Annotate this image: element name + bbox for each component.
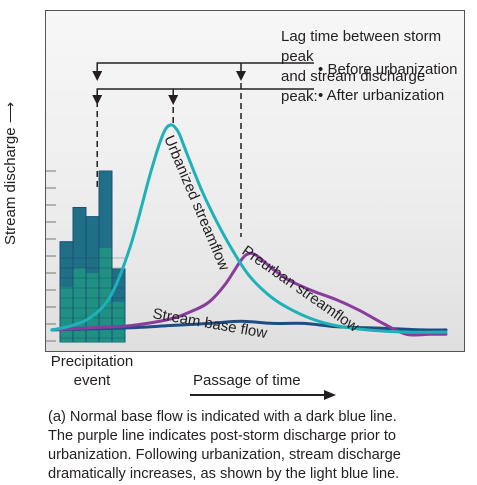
- precipitation-label-line-2: event: [73, 372, 111, 389]
- legend-before-label: Before urbanization: [327, 61, 458, 78]
- caption-line-1: (a) Normal base flow is indicated with a…: [48, 409, 397, 425]
- caption-line-4: dramatically increases, as shown by the …: [48, 466, 400, 482]
- precipitation-label: Precipitation event: [45, 352, 139, 390]
- precipitation-label-line-1: Precipitation: [50, 353, 134, 370]
- after-peak-arrowhead: [168, 95, 179, 105]
- urbanized-streamflow-label: Urbanized streamflow: [160, 133, 232, 273]
- stream-base-flow-label: Stream base flow: [151, 305, 268, 342]
- precipitation-bar-lower: [99, 247, 112, 342]
- precipitation-bar-lower: [73, 268, 86, 342]
- precipitation-bar-lower: [60, 286, 73, 342]
- legend-after-urbanization: • After urbanization: [318, 87, 444, 104]
- bullet-icon: •: [318, 61, 324, 78]
- caption-line-2: The purple line indicates post-storm dis…: [48, 428, 396, 444]
- storm-peak-arrowhead: [92, 71, 103, 81]
- legend-before-urbanization: • Before urbanization: [318, 61, 458, 78]
- precipitation-bar-lower: [86, 273, 99, 342]
- preurban-streamflow-line: [50, 251, 448, 337]
- x-axis-label: Passage of time: [193, 372, 301, 389]
- y-axis-label: Stream discharge ⟶: [1, 102, 19, 245]
- y-axis-arrow-icon: ⟶: [2, 101, 19, 124]
- caption-line-3: urbanization. Following urbanization, st…: [48, 447, 401, 463]
- y-axis-label-text: Stream discharge: [2, 127, 19, 245]
- storm-peak-arrowhead-after: [92, 95, 103, 105]
- x-axis-arrow-icon: [190, 390, 336, 400]
- precipitation-bar-lower: [112, 301, 125, 342]
- legend-after-label: After urbanization: [326, 87, 445, 104]
- stream-base-flow-line: [50, 319, 448, 332]
- lag-heading-line-1: Lag time between storm peak: [281, 28, 442, 65]
- lag-heading-line-2: and stream discharge peak:: [281, 68, 426, 105]
- before-peak-arrowhead: [236, 71, 246, 81]
- x-axis-label-text: Passage of time: [193, 372, 301, 389]
- urbanized-streamflow-line: [50, 123, 448, 334]
- figure-caption: (a) Normal base flow is indicated with a…: [48, 408, 473, 484]
- chart-frame: Urbanized streamflow Preurban streamflow S…: [45, 10, 465, 352]
- bullet-icon: •: [318, 87, 324, 104]
- lag-heading: Lag time between storm peak and stream d…: [281, 27, 464, 107]
